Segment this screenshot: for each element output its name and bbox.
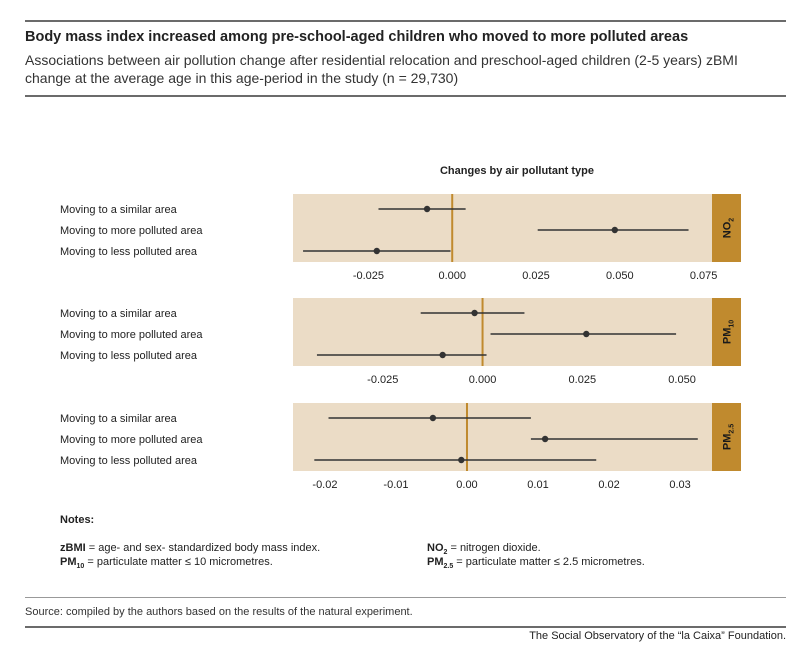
point-estimate bbox=[458, 456, 465, 464]
note-zbmi-def: = age- and sex- standardized body mass i… bbox=[85, 542, 321, 554]
x-tick-label: 0.03 bbox=[669, 479, 690, 491]
panel-label-strip bbox=[712, 403, 741, 471]
x-tick-label: 0.00 bbox=[456, 479, 477, 491]
row-label: Moving to more polluted area bbox=[60, 225, 203, 237]
top-rule bbox=[25, 20, 786, 22]
point-estimate bbox=[611, 226, 618, 234]
x-tick-label: -0.01 bbox=[383, 479, 408, 491]
point-estimate bbox=[471, 309, 478, 317]
panel-2: PM2.5 Moving to a similar area Moving to m… bbox=[60, 403, 741, 491]
pollutant-subscript: 2 bbox=[729, 218, 736, 222]
note-zbmi: zBMI = age- and sex- standardized body m… bbox=[60, 542, 320, 554]
point-estimate bbox=[373, 247, 380, 255]
forest-plot-chart: NO2 Moving to a similar area Moving to mor… bbox=[60, 194, 741, 491]
panel-label-strip bbox=[712, 194, 741, 262]
x-tick-label: 0.050 bbox=[668, 374, 696, 386]
x-tick-label: 0.075 bbox=[690, 270, 718, 282]
row-label: Moving to less polluted area bbox=[60, 246, 198, 258]
panel-1: PM10 Moving to a similar area Moving to mo… bbox=[60, 298, 741, 386]
point-estimate bbox=[541, 435, 549, 443]
page-subtitle: Associations between air pollution chang… bbox=[25, 52, 738, 86]
x-tick-label: 0.000 bbox=[438, 270, 466, 282]
note-pm25-def: = particulate matter ≤ 2.5 micrometres. bbox=[453, 556, 645, 568]
x-tick-label: 0.02 bbox=[598, 479, 619, 491]
header-rule bbox=[25, 95, 786, 97]
panel-0: NO2 Moving to a similar area Moving to mor… bbox=[60, 194, 741, 282]
x-tick-label: 0.000 bbox=[469, 374, 497, 386]
point-estimate bbox=[429, 414, 437, 422]
note-no2-term: NO bbox=[427, 542, 444, 554]
x-tick-label: -0.025 bbox=[367, 374, 398, 386]
note-pm25-term: PM bbox=[427, 556, 444, 568]
row-label: Moving to a similar area bbox=[60, 413, 178, 425]
chart-header: Changes by air pollutant type bbox=[439, 165, 595, 177]
row-label: Moving to a similar area bbox=[60, 204, 178, 216]
pollutant-subscript: 2.5 bbox=[729, 424, 736, 434]
credit-line: The Social Observatory of the “la Caixa”… bbox=[529, 630, 786, 642]
note-pm10: PM10 = particulate matter ≤ 10 micrometr… bbox=[60, 556, 273, 570]
point-estimate bbox=[583, 330, 590, 338]
note-pm10-def: = particulate matter ≤ 10 micrometres. bbox=[84, 556, 273, 568]
x-tick-label: -0.02 bbox=[312, 479, 337, 491]
row-label: Moving to less polluted area bbox=[60, 350, 198, 362]
point-estimate bbox=[439, 351, 446, 359]
notes-title: Notes: bbox=[60, 514, 95, 526]
pollutant-name: PM bbox=[722, 328, 734, 345]
footer-rule bbox=[25, 626, 786, 628]
notes-rule bbox=[25, 597, 786, 598]
panel-pollutant-label: PM10 bbox=[722, 320, 736, 344]
row-label: Moving to more polluted area bbox=[60, 329, 203, 341]
x-tick-label: 0.025 bbox=[569, 374, 597, 386]
x-tick-label: 0.01 bbox=[527, 479, 548, 491]
pollutant-name: PM bbox=[722, 434, 734, 451]
note-no2-sub: 2 bbox=[443, 549, 448, 557]
note-pm10-sub: 10 bbox=[76, 563, 85, 571]
note-zbmi-term: zBMI bbox=[60, 542, 86, 554]
row-label: Moving to a similar area bbox=[60, 308, 178, 320]
panel-pollutant-label: NO2 bbox=[722, 218, 736, 239]
panel-pollutant-label: PM2.5 bbox=[722, 424, 736, 450]
note-no2-def: = nitrogen dioxide. bbox=[447, 542, 541, 554]
row-label: Moving to less polluted area bbox=[60, 455, 198, 467]
x-tick-label: 0.050 bbox=[606, 270, 634, 282]
x-tick-label: 0.025 bbox=[522, 270, 550, 282]
pollutant-name: NO bbox=[722, 221, 734, 238]
point-estimate bbox=[423, 205, 431, 213]
page-title: Body mass index increased among pre-scho… bbox=[25, 29, 689, 45]
note-no2: NO2 = nitrogen dioxide. bbox=[427, 542, 541, 556]
note-pm25: PM2.5 = particulate matter ≤ 2.5 microme… bbox=[427, 556, 645, 570]
pollutant-subscript: 10 bbox=[729, 320, 736, 328]
x-tick-label: -0.025 bbox=[353, 270, 384, 282]
row-label: Moving to more polluted area bbox=[60, 434, 203, 446]
source-note: Source: compiled by the authors based on… bbox=[25, 606, 413, 618]
panel-label-strip bbox=[712, 298, 741, 366]
note-pm10-term: PM bbox=[60, 556, 77, 568]
note-pm25-sub: 2.5 bbox=[443, 563, 454, 571]
